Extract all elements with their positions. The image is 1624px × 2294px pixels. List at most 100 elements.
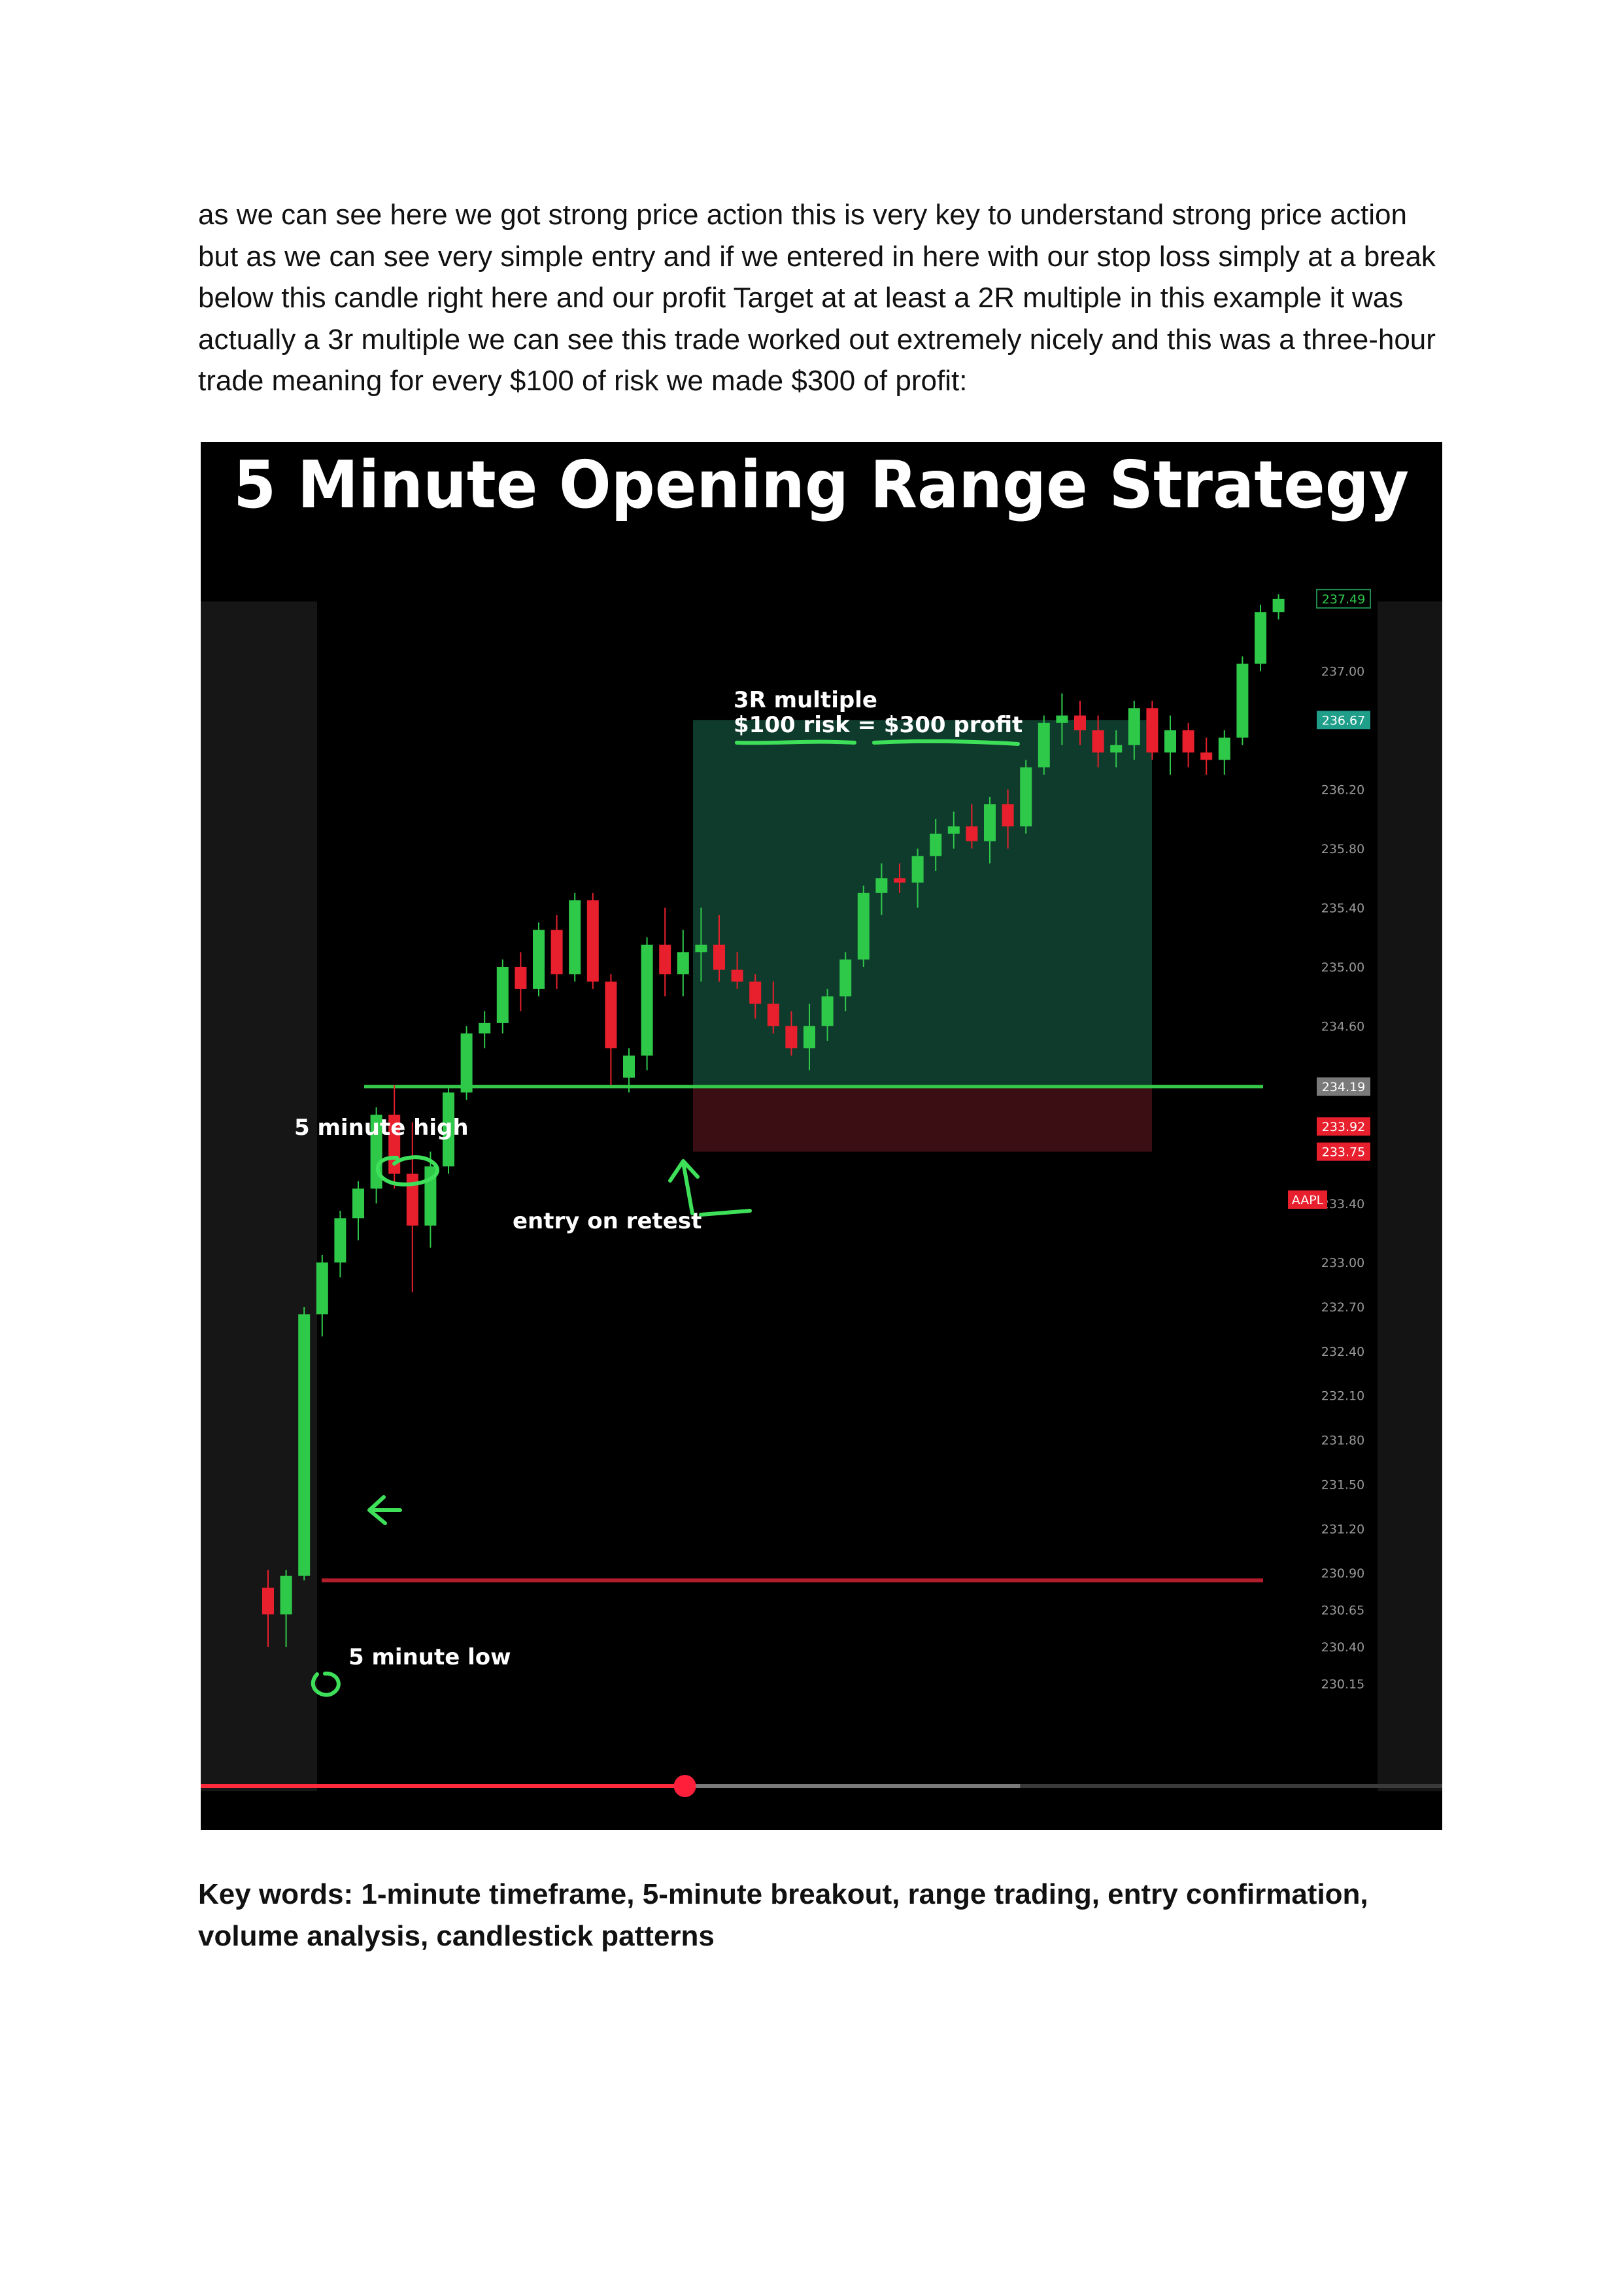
- down-arrow-mark: [367, 1495, 402, 1525]
- candle-body: [966, 826, 978, 841]
- candle-body: [731, 970, 743, 982]
- y-tick-label: 231.80: [1321, 1434, 1364, 1448]
- candle-14: [515, 952, 527, 1011]
- candle-body: [930, 834, 942, 856]
- candle-body: [785, 1026, 798, 1049]
- candle-body: [1236, 664, 1249, 738]
- candle-11: [460, 1026, 473, 1100]
- price-tag-label: 237.49: [1322, 592, 1365, 607]
- candle-body: [443, 1092, 454, 1167]
- right-edge-shade: [1378, 601, 1442, 1791]
- candle-39: [966, 804, 978, 849]
- price-tag-label: 236.67: [1322, 713, 1365, 728]
- candle-50: [1164, 715, 1176, 775]
- candle-17: [569, 892, 581, 982]
- candle-body: [1182, 730, 1194, 753]
- reward-zone: [693, 720, 1152, 1087]
- candle-33: [857, 885, 870, 967]
- candle-30: [804, 1004, 815, 1071]
- candle-body: [767, 1004, 779, 1026]
- entry-arrow-mark: [668, 1159, 752, 1217]
- candle-body: [406, 1173, 418, 1226]
- y-tick-label: 232.40: [1321, 1345, 1364, 1359]
- candle-body: [947, 826, 960, 834]
- candle-body: [1056, 715, 1068, 723]
- candle-body: [334, 1218, 347, 1263]
- candle-3: [316, 1255, 328, 1337]
- price-tag: 233.92: [1317, 1117, 1370, 1136]
- candle-40: [984, 796, 996, 864]
- candle-29: [785, 1011, 798, 1056]
- candle-body: [1218, 737, 1230, 760]
- candle-32: [839, 952, 852, 1011]
- y-tick-label: 236.20: [1321, 783, 1364, 798]
- candle-37: [930, 818, 942, 871]
- three-r-multiple-label: 3R multiple: [734, 687, 877, 713]
- low-circle-mark: [311, 1671, 341, 1697]
- candle-48: [1128, 700, 1140, 760]
- candle-body: [857, 892, 870, 960]
- candle-body: [875, 878, 888, 893]
- candle-body: [804, 1026, 815, 1049]
- price-tag: 234.19: [1317, 1077, 1370, 1096]
- candle-47: [1110, 730, 1123, 767]
- price-tag: 236.67: [1317, 711, 1370, 730]
- y-tick-label: 231.50: [1321, 1477, 1364, 1492]
- candle-15: [533, 922, 545, 997]
- candlestick-series: [262, 594, 1285, 1647]
- price-tag-label: 233.75: [1322, 1145, 1365, 1160]
- candle-body: [677, 952, 689, 975]
- candle-16: [550, 915, 563, 989]
- ticker-label: AAPL: [1292, 1193, 1324, 1207]
- y-tick-label: 230.65: [1321, 1604, 1364, 1618]
- candle-body: [1002, 804, 1014, 827]
- y-tick-label: 234.60: [1321, 1019, 1364, 1034]
- risk-zone: [693, 1087, 1152, 1152]
- candle-body: [911, 856, 924, 883]
- candle-41: [1002, 789, 1014, 849]
- candle-body: [659, 945, 671, 975]
- candle-44: [1056, 693, 1068, 745]
- y-tick-label: 230.90: [1321, 1566, 1364, 1581]
- candle-body: [460, 1033, 473, 1093]
- candle-51: [1182, 722, 1194, 767]
- candle-12: [479, 1011, 491, 1049]
- candle-body: [695, 945, 707, 953]
- candle-31: [821, 988, 834, 1041]
- candle-body: [280, 1576, 292, 1615]
- y-tick-label: 231.20: [1321, 1522, 1364, 1536]
- candle-body: [515, 966, 527, 989]
- candle-body: [550, 930, 563, 975]
- candle-body: [1074, 715, 1086, 731]
- price-tag-label: 233.92: [1322, 1120, 1365, 1134]
- entry-on-retest-label: entry on retest: [513, 1208, 702, 1234]
- y-tick-label: 232.10: [1321, 1389, 1364, 1404]
- price-tag: 233.75: [1317, 1142, 1370, 1161]
- y-tick-label: 235.00: [1321, 960, 1364, 975]
- progress-knob[interactable]: [673, 1775, 696, 1797]
- candle-23: [677, 930, 689, 997]
- candle-body: [641, 945, 653, 1056]
- price-axis: 237.00 236.20 235.80 235.40 235.00 234.60 233.…: [1321, 665, 1364, 1692]
- candle-body: [984, 804, 996, 841]
- candle-34: [875, 863, 888, 915]
- candle-0: [262, 1570, 274, 1647]
- y-tick-label: 230.15: [1321, 1678, 1364, 1692]
- candle-body: [1128, 708, 1140, 745]
- candle-28: [767, 981, 779, 1034]
- premarket-shade: [201, 601, 317, 1791]
- candle-4: [334, 1211, 347, 1277]
- candle-10: [443, 1085, 454, 1174]
- y-tick-label: 237.00: [1321, 665, 1364, 679]
- profit-underline: [872, 739, 1020, 746]
- chart-title: 5 Minute Opening Range Strategy: [233, 447, 1409, 523]
- candle-55: [1255, 604, 1266, 671]
- candle-body: [1255, 612, 1266, 664]
- keywords-line: Key words: 1-minute timeframe, 5-minute …: [198, 1878, 1368, 1952]
- candle-body: [496, 966, 509, 1023]
- y-tick-label: 232.70: [1321, 1300, 1364, 1315]
- candle-body: [1020, 767, 1032, 827]
- body-paragraph: as we can see here we got strong price a…: [198, 199, 1436, 397]
- candle-21: [641, 937, 653, 1071]
- candle-43: [1038, 715, 1050, 775]
